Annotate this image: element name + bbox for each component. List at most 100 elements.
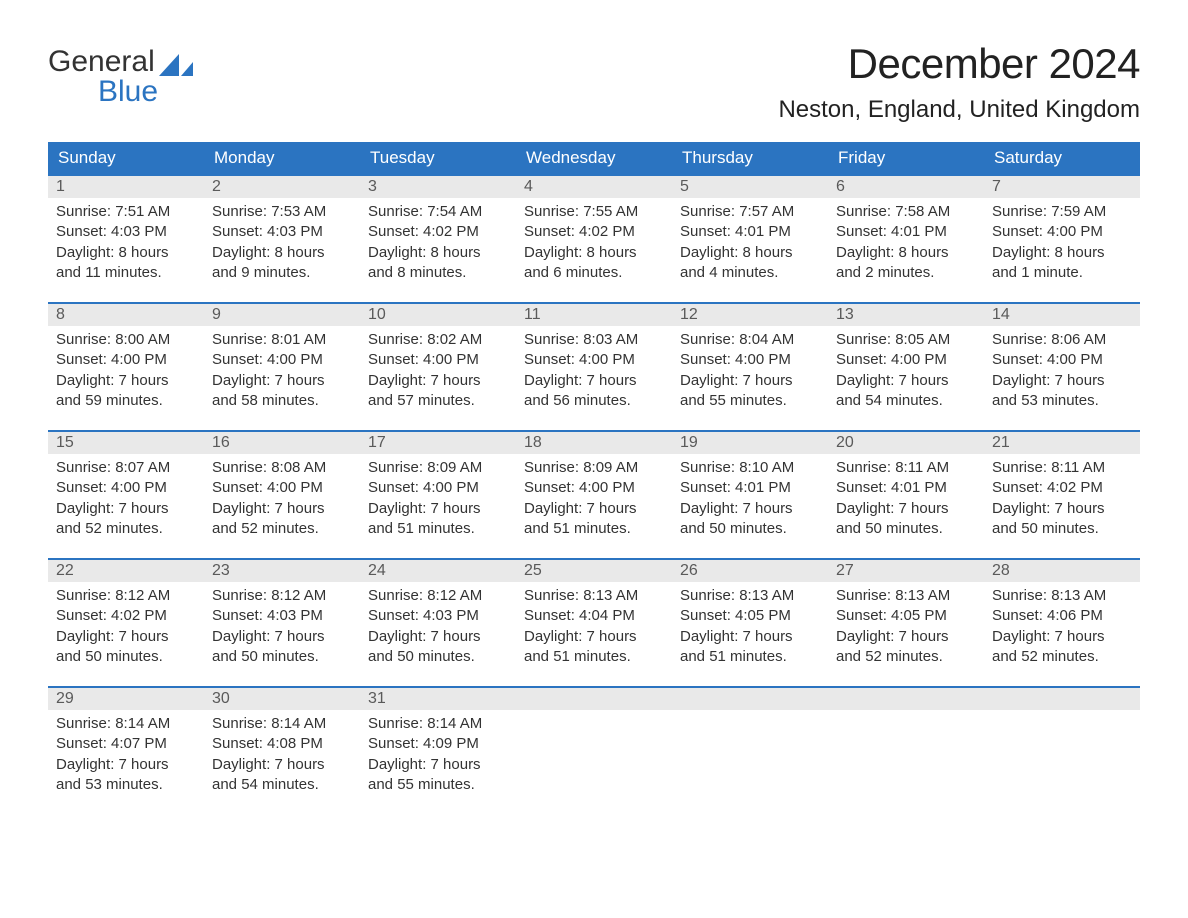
calendar-day-cell: 24Sunrise: 8:12 AMSunset: 4:03 PMDayligh… xyxy=(360,559,516,687)
day-body: Sunrise: 8:05 AMSunset: 4:00 PMDaylight:… xyxy=(828,326,984,421)
day-d1: Daylight: 7 hours xyxy=(836,499,976,519)
col-wednesday: Wednesday xyxy=(516,142,672,175)
day-sunrise: Sunrise: 8:13 AM xyxy=(680,586,820,606)
day-sunrise: Sunrise: 8:02 AM xyxy=(368,330,508,350)
day-sunrise: Sunrise: 8:09 AM xyxy=(368,458,508,478)
day-sunrise: Sunrise: 8:06 AM xyxy=(992,330,1132,350)
day-sunrise: Sunrise: 8:11 AM xyxy=(836,458,976,478)
calendar-day-cell: 20 Sunrise: 8:11 AMSunset: 4:01 PMDayligh… xyxy=(828,431,984,559)
day-number: 18 xyxy=(516,432,672,454)
day-body: Sunrise: 8:08 AMSunset: 4:00 PMDaylight:… xyxy=(204,454,360,549)
day-sunrise: Sunrise: 8:13 AM xyxy=(836,586,976,606)
calendar-day-cell xyxy=(516,687,672,815)
day-sunrise: Sunrise: 8:05 AM xyxy=(836,330,976,350)
day-d2: and 50 minutes. xyxy=(368,647,508,667)
day-sunrise: Sunrise: 7:59 AM xyxy=(992,202,1132,222)
day-d2: and 56 minutes. xyxy=(524,391,664,411)
day-sunrise: Sunrise: 7:57 AM xyxy=(680,202,820,222)
day-sunset: Sunset: 4:00 PM xyxy=(992,350,1132,370)
col-thursday: Thursday xyxy=(672,142,828,175)
day-number: 23 xyxy=(204,560,360,582)
day-d2: and 52 minutes. xyxy=(836,647,976,667)
day-sunset: Sunset: 4:00 PM xyxy=(524,350,664,370)
day-d1: Daylight: 7 hours xyxy=(680,499,820,519)
day-d1: Daylight: 7 hours xyxy=(212,627,352,647)
day-number: 13 xyxy=(828,304,984,326)
calendar-week-row: 29Sunrise: 8:14 AMSunset: 4:07 PMDayligh… xyxy=(48,687,1140,815)
day-number: 19 xyxy=(672,432,828,454)
day-d1: Daylight: 7 hours xyxy=(368,371,508,391)
day-sunset: Sunset: 4:01 PM xyxy=(836,478,976,498)
day-d2: and 52 minutes. xyxy=(56,519,196,539)
day-sunrise: Sunrise: 8:00 AM xyxy=(56,330,196,350)
day-d1: Daylight: 7 hours xyxy=(56,755,196,775)
logo-word-1: General xyxy=(48,46,155,78)
day-sunrise: Sunrise: 8:12 AM xyxy=(368,586,508,606)
day-d2: and 53 minutes. xyxy=(56,775,196,795)
day-body: Sunrise: 8:06 AMSunset: 4:00 PMDaylight:… xyxy=(984,326,1140,421)
calendar-day-cell: 25Sunrise: 8:13 AMSunset: 4:04 PMDayligh… xyxy=(516,559,672,687)
day-d1: Daylight: 7 hours xyxy=(836,371,976,391)
day-number: 15 xyxy=(48,432,204,454)
day-body: Sunrise: 7:57 AMSunset: 4:01 PMDaylight:… xyxy=(672,198,828,293)
day-number: 11 xyxy=(516,304,672,326)
day-body: Sunrise: 8:03 AMSunset: 4:00 PMDaylight:… xyxy=(516,326,672,421)
day-body: Sunrise: 7:54 AMSunset: 4:02 PMDaylight:… xyxy=(360,198,516,293)
day-sunrise: Sunrise: 8:14 AM xyxy=(212,714,352,734)
day-sunset: Sunset: 4:00 PM xyxy=(56,478,196,498)
day-sunset: Sunset: 4:00 PM xyxy=(368,350,508,370)
day-sunset: Sunset: 4:00 PM xyxy=(56,350,196,370)
calendar-day-cell: 4Sunrise: 7:55 AMSunset: 4:02 PMDaylight… xyxy=(516,175,672,303)
day-body: Sunrise: 8:00 AMSunset: 4:00 PMDaylight:… xyxy=(48,326,204,421)
day-sunrise: Sunrise: 8:10 AM xyxy=(680,458,820,478)
day-d2: and 9 minutes. xyxy=(212,263,352,283)
month-title: December 2024 xyxy=(778,40,1140,88)
calendar-day-cell: 1Sunrise: 7:51 AMSunset: 4:03 PMDaylight… xyxy=(48,175,204,303)
day-d2: and 52 minutes. xyxy=(992,647,1132,667)
day-sunrise: Sunrise: 8:12 AM xyxy=(56,586,196,606)
day-number: 7 xyxy=(984,176,1140,198)
calendar-week-row: 1Sunrise: 7:51 AMSunset: 4:03 PMDaylight… xyxy=(48,175,1140,303)
day-d1: Daylight: 7 hours xyxy=(368,499,508,519)
day-number: 22 xyxy=(48,560,204,582)
day-d1: Daylight: 7 hours xyxy=(680,371,820,391)
day-sunset: Sunset: 4:00 PM xyxy=(680,350,820,370)
day-body: Sunrise: 8:14 AMSunset: 4:09 PMDaylight:… xyxy=(360,710,516,805)
day-d2: and 50 minutes. xyxy=(992,519,1132,539)
calendar-day-cell: 26Sunrise: 8:13 AMSunset: 4:05 PMDayligh… xyxy=(672,559,828,687)
calendar-day-cell: 11Sunrise: 8:03 AMSunset: 4:00 PMDayligh… xyxy=(516,303,672,431)
day-body: Sunrise: 8:04 AMSunset: 4:00 PMDaylight:… xyxy=(672,326,828,421)
calendar-day-cell xyxy=(672,687,828,815)
day-body: Sunrise: 7:59 AMSunset: 4:00 PMDaylight:… xyxy=(984,198,1140,293)
day-sunset: Sunset: 4:01 PM xyxy=(680,478,820,498)
day-d1: Daylight: 7 hours xyxy=(992,499,1132,519)
day-d1: Daylight: 7 hours xyxy=(212,755,352,775)
day-sunset: Sunset: 4:07 PM xyxy=(56,734,196,754)
header: General Blue December 2024 Neston, Engla… xyxy=(48,40,1140,124)
day-d1: Daylight: 7 hours xyxy=(524,627,664,647)
col-saturday: Saturday xyxy=(984,142,1140,175)
day-d1: Daylight: 7 hours xyxy=(368,627,508,647)
day-number: 20 xyxy=(828,432,984,454)
day-body: Sunrise: 7:55 AMSunset: 4:02 PMDaylight:… xyxy=(516,198,672,293)
day-sunset: Sunset: 4:02 PM xyxy=(524,222,664,242)
day-d1: Daylight: 8 hours xyxy=(992,243,1132,263)
day-sunset: Sunset: 4:03 PM xyxy=(368,606,508,626)
day-number: 29 xyxy=(48,688,204,710)
day-number: 16 xyxy=(204,432,360,454)
location-subtitle: Neston, England, United Kingdom xyxy=(778,96,1140,124)
day-d2: and 51 minutes. xyxy=(368,519,508,539)
empty-day xyxy=(984,688,1140,710)
day-body: Sunrise: 7:51 AMSunset: 4:03 PMDaylight:… xyxy=(48,198,204,293)
calendar-day-cell: 6Sunrise: 7:58 AMSunset: 4:01 PMDaylight… xyxy=(828,175,984,303)
day-d1: Daylight: 7 hours xyxy=(368,755,508,775)
calendar-day-cell xyxy=(828,687,984,815)
calendar-day-cell: 14Sunrise: 8:06 AMSunset: 4:00 PMDayligh… xyxy=(984,303,1140,431)
day-number: 14 xyxy=(984,304,1140,326)
day-d1: Daylight: 8 hours xyxy=(56,243,196,263)
day-sunset: Sunset: 4:03 PM xyxy=(56,222,196,242)
calendar-day-cell: 2Sunrise: 7:53 AMSunset: 4:03 PMDaylight… xyxy=(204,175,360,303)
day-body: Sunrise: 8:07 AMSunset: 4:00 PMDaylight:… xyxy=(48,454,204,549)
day-sunset: Sunset: 4:09 PM xyxy=(368,734,508,754)
day-sunset: Sunset: 4:08 PM xyxy=(212,734,352,754)
